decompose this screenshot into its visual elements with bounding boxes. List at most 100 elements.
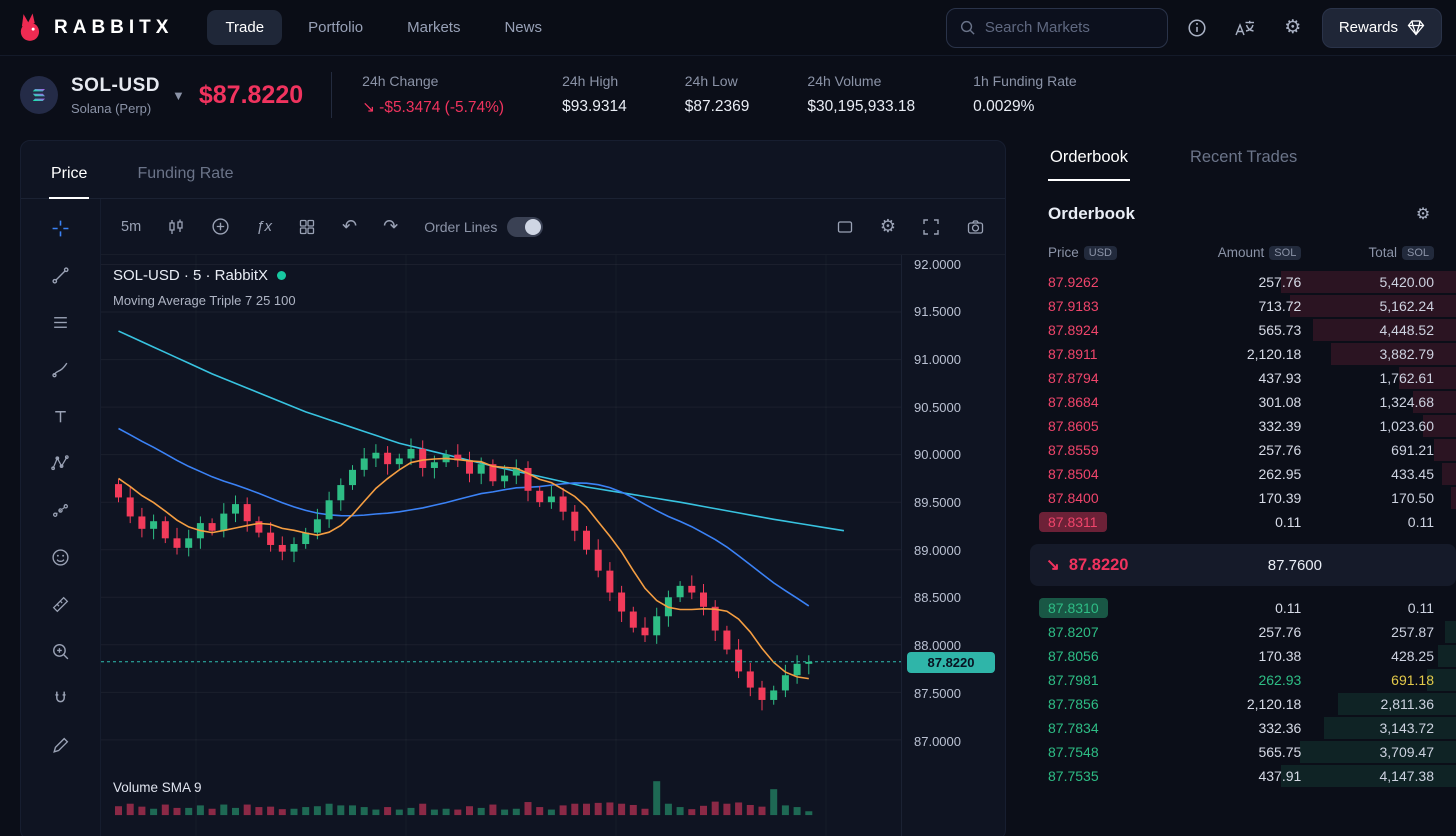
depth-bar	[1299, 741, 1456, 763]
redo-button[interactable]: ↷	[383, 216, 398, 237]
forecast-icon[interactable]	[44, 493, 78, 527]
screenshot-button[interactable]	[966, 218, 985, 236]
measure-ruler-icon[interactable]	[44, 587, 78, 621]
chart-tab-funding-rate[interactable]: Funding Rate	[135, 165, 235, 199]
orderbook-tabs: Orderbook Recent Trades	[1030, 148, 1456, 181]
orderbook-row[interactable]: 87.7548 565.75 3,709.47	[1030, 740, 1456, 764]
volume-label[interactable]: Volume SMA 9	[113, 780, 202, 795]
total-cell: 428.25	[1391, 648, 1434, 664]
rabbit-icon	[20, 13, 40, 41]
nav-item-news[interactable]: News	[486, 10, 560, 45]
orderbook-row[interactable]: 87.8559 257.76 691.21	[1030, 438, 1456, 462]
search-input[interactable]	[984, 19, 1155, 36]
snapshot-frame-button[interactable]	[836, 218, 854, 236]
chart-settings-button[interactable]: ⚙	[880, 216, 896, 237]
price-cell: 87.7981	[1048, 672, 1099, 688]
expand-icon	[923, 218, 939, 235]
candlestick-chart-canvas[interactable]	[101, 255, 901, 836]
indicator-label[interactable]: Moving Average Triple 7 25 100	[113, 293, 296, 308]
brush-icon[interactable]	[44, 352, 78, 386]
amount-cell: 257.76	[1258, 274, 1302, 290]
depth-bar	[1413, 391, 1456, 413]
total-cell: 3,143.72	[1379, 720, 1435, 736]
orderbook-mid-row[interactable]: ↘ 87.8220 87.7600	[1030, 544, 1456, 586]
indicators-button[interactable]: ƒx	[256, 218, 272, 235]
chevron-down-icon[interactable]: ▼	[172, 87, 185, 103]
orderbook-tab-recent-trades[interactable]: Recent Trades	[1188, 148, 1299, 181]
layout-grid-button[interactable]	[298, 218, 316, 236]
axis-tick: 91.0000	[914, 351, 961, 367]
fullscreen-button[interactable]	[922, 218, 940, 236]
orderbook-row[interactable]: 87.9183 713.72 5,162.24	[1030, 294, 1456, 318]
chart-tab-price[interactable]: Price	[49, 165, 90, 199]
total-cell: 1,762.61	[1379, 370, 1435, 386]
total-cell: 4,448.52	[1379, 322, 1435, 338]
nav-item-portfolio[interactable]: Portfolio	[290, 10, 381, 45]
orderbook-row[interactable]: 87.7981 262.93 691.18	[1030, 668, 1456, 692]
orderbook-row[interactable]: 87.8056 170.38 428.25	[1030, 644, 1456, 668]
orderbook-row[interactable]: 87.8310 0.11 0.11	[1030, 596, 1456, 620]
orderbook-row[interactable]: 87.7856 2,120.18 2,811.36	[1030, 692, 1456, 716]
price-axis[interactable]: 92.0000 91.5000 91.0000 90.5000 90.0000 89.50…	[901, 255, 1005, 836]
rabbitx-logo[interactable]: RABBITX	[18, 13, 173, 43]
info-button[interactable]	[1178, 9, 1216, 47]
total-cell: 1,023.60	[1379, 418, 1435, 434]
fib-lines-icon[interactable]	[44, 305, 78, 339]
nav-item-markets[interactable]: Markets	[389, 10, 478, 45]
depth-bar	[1337, 693, 1456, 715]
order-lines-toggle[interactable]	[507, 216, 544, 237]
stat-value: 0.0029%	[973, 98, 1035, 115]
compare-add-button[interactable]	[211, 217, 230, 236]
market-selector[interactable]: SOL-USD Solana (Perp)	[71, 75, 160, 116]
orderbook-row[interactable]: 87.8207 257.76 257.87	[1030, 620, 1456, 644]
price-cell: 87.8794	[1048, 370, 1099, 386]
language-button[interactable]	[1226, 9, 1264, 47]
emoji-icon[interactable]	[44, 540, 78, 574]
orderbook-row[interactable]: 87.8400 170.39 170.50	[1030, 486, 1456, 510]
text-tool-icon[interactable]	[44, 399, 78, 433]
main-nav: Trade Portfolio Markets News	[207, 10, 560, 45]
xabcd-pattern-icon[interactable]	[44, 446, 78, 480]
total-cell: 0.11	[1407, 514, 1434, 530]
depth-bar	[1330, 343, 1456, 365]
price-cell: 87.7856	[1048, 696, 1099, 712]
orderbook-row[interactable]: 87.8794 437.93 1,762.61	[1030, 366, 1456, 390]
amount-cell: 301.08	[1258, 394, 1302, 410]
total-cell: 2,811.36	[1380, 696, 1434, 712]
orderbook-tab-orderbook[interactable]: Orderbook	[1048, 148, 1130, 181]
orderbook-row[interactable]: 87.8684 301.08 1,324.68	[1030, 390, 1456, 414]
crosshair-icon[interactable]	[44, 211, 78, 245]
orderbook-row[interactable]: 87.8504 262.95 433.45	[1030, 462, 1456, 486]
stat-value: ↘ -$5.3474 (-5.74%)	[362, 99, 505, 116]
nav-item-trade[interactable]: Trade	[207, 10, 283, 45]
price-cell: 87.8924	[1048, 322, 1099, 338]
settings-button[interactable]: ⚙	[1274, 9, 1312, 47]
orderbook-row[interactable]: 87.8311 0.11 0.11	[1030, 510, 1456, 534]
orderbook-row[interactable]: 87.8911 2,120.18 3,882.79	[1030, 342, 1456, 366]
edit-pencil-icon[interactable]	[44, 728, 78, 762]
price-cell: 87.8400	[1048, 490, 1099, 506]
zoom-in-icon[interactable]	[44, 634, 78, 668]
amount-cell: 437.91	[1258, 768, 1302, 784]
depth-bar	[1445, 621, 1456, 643]
orderbook-row[interactable]: 87.7535 437.91 4,147.38	[1030, 764, 1456, 788]
orderbook-settings-button[interactable]: ⚙	[1410, 201, 1436, 227]
stat-value: $87.2369	[684, 98, 750, 115]
orderbook-row[interactable]: 87.9262 257.76 5,420.00	[1030, 270, 1456, 294]
asks-list: 87.9262 257.76 5,420.00 87.9183 713.72 5,162.…	[1030, 270, 1456, 534]
timeframe-button[interactable]: 5m	[121, 219, 141, 235]
search-markets-box[interactable]	[945, 7, 1168, 48]
undo-button[interactable]: ↶	[342, 216, 357, 237]
orderbook-row[interactable]: 87.8924 565.73 4,448.52	[1030, 318, 1456, 342]
axis-tick: 87.0000	[914, 733, 961, 749]
orderbook-row[interactable]: 87.7834 332.36 3,143.72	[1030, 716, 1456, 740]
magnet-icon[interactable]	[44, 681, 78, 715]
grid-layout-icon	[299, 219, 315, 234]
orderbook-row[interactable]: 87.8605 332.39 1,023.60	[1030, 414, 1456, 438]
candle-style-button[interactable]	[167, 218, 185, 236]
candlestick-icon	[169, 219, 183, 234]
price-chart[interactable]: SOL-USD · 5 · RabbitX Moving Average Tri…	[101, 255, 901, 836]
rewards-button[interactable]: Rewards	[1321, 7, 1442, 48]
camera-icon	[967, 219, 984, 234]
trend-line-icon[interactable]	[44, 258, 78, 292]
